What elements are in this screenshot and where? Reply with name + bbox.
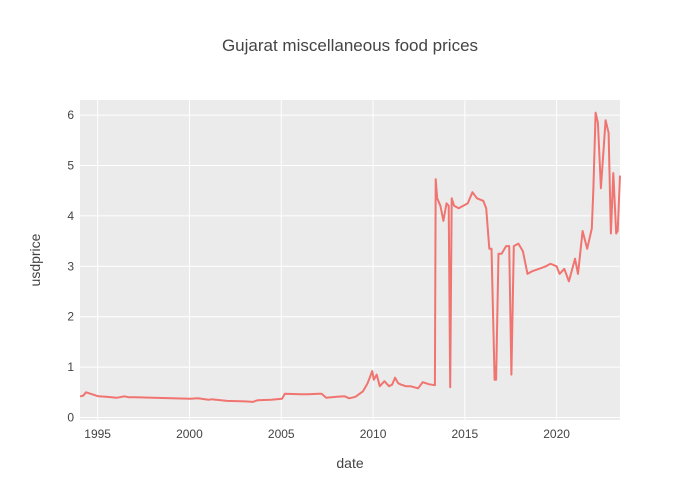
x-tick-label: 2005 <box>268 427 295 441</box>
y-tick-label: 4 <box>67 209 74 223</box>
y-tick-label: 2 <box>67 310 74 324</box>
x-tick-labels: 1995 2000 2005 2010 2015 2020 <box>84 427 570 441</box>
plot-background <box>80 100 620 420</box>
y-tick-label: 0 <box>67 410 74 424</box>
x-axis-title: date <box>336 455 363 471</box>
y-tick-label: 6 <box>67 108 74 122</box>
y-tick-labels: 0 1 2 3 4 5 6 <box>67 108 74 424</box>
x-tick-label: 2010 <box>360 427 387 441</box>
x-tick-label: 2020 <box>543 427 570 441</box>
x-gridlines <box>97 100 558 420</box>
y-axis-title: usdprice <box>27 233 43 286</box>
y-gridlines <box>80 114 620 418</box>
y-tick-label: 5 <box>67 159 74 173</box>
x-tick-label: 2015 <box>451 427 478 441</box>
x-tick-label: 1995 <box>84 427 111 441</box>
x-tick-label: 2000 <box>176 427 203 441</box>
chart-title: Gujarat miscellaneous food prices <box>222 36 478 55</box>
y-tick-label: 3 <box>67 259 74 273</box>
y-tick-label: 1 <box>67 360 74 374</box>
series-line <box>79 111 621 403</box>
